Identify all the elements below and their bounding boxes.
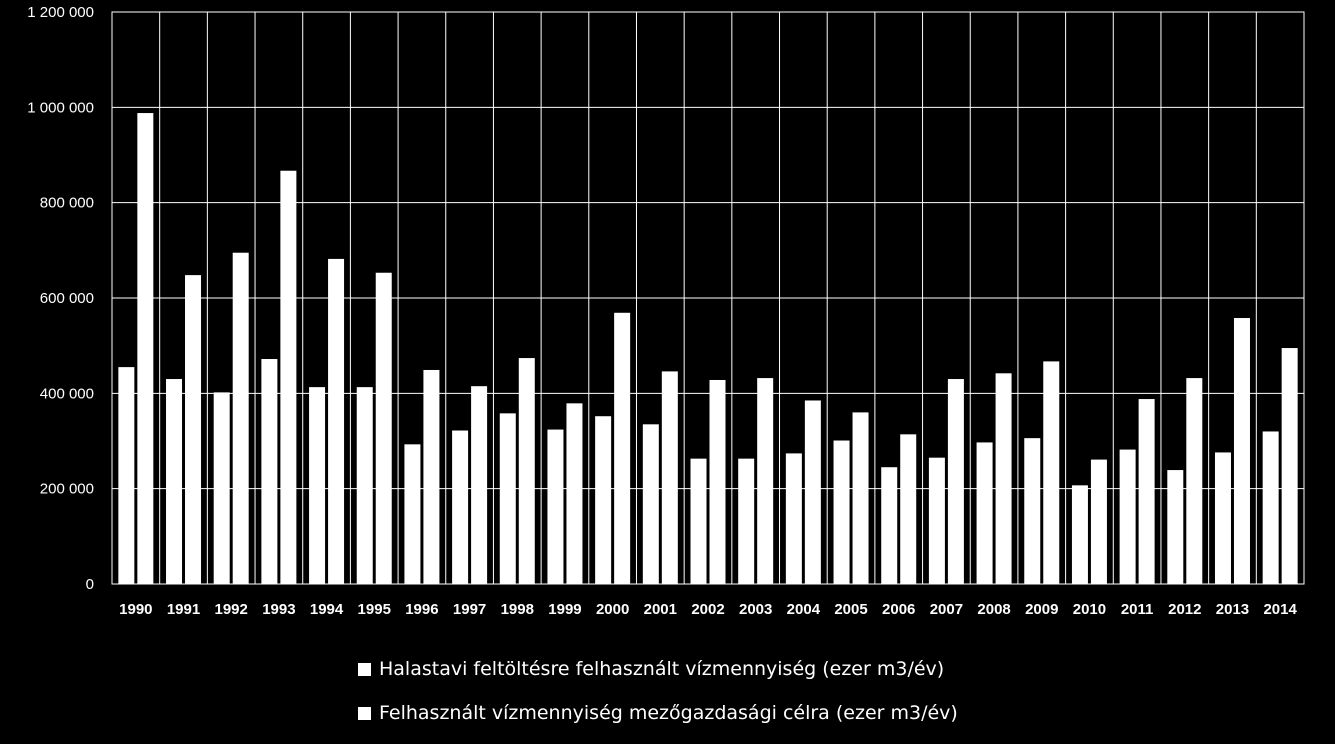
bar-mezogazdasagi-2013 — [1233, 318, 1250, 584]
x-axis-tick-labels: 1990 1991 1992 1993 1994 1995 1996 1997 1998 1999… — [119, 601, 1297, 618]
x-tick-label: 2002 — [691, 601, 724, 618]
bar-mezogazdasagi-1992 — [232, 252, 249, 584]
y-tick-label: 1 200 000 — [27, 4, 94, 21]
x-tick-label: 2012 — [1168, 601, 1201, 618]
bar-halastavi-2004 — [785, 453, 802, 584]
bar-halastavi-1993 — [261, 359, 278, 584]
bar-halastavi-2012 — [1167, 470, 1184, 584]
bar-halastavi-2002 — [690, 458, 707, 584]
y-tick-label: 0 — [86, 576, 94, 593]
bar-mezogazdasagi-2006 — [900, 434, 917, 584]
bar-halastavi-2008 — [976, 442, 993, 584]
bar-halastavi-2007 — [928, 457, 945, 584]
x-tick-label: 1996 — [405, 601, 438, 618]
x-tick-label: 2010 — [1073, 601, 1106, 618]
x-tick-label: 2001 — [644, 601, 677, 618]
bar-mezogazdasagi-2008 — [995, 373, 1012, 584]
bar-mezogazdasagi-2011 — [1138, 399, 1155, 584]
bar-halastavi-1991 — [166, 379, 183, 584]
x-tick-label: 1992 — [215, 601, 248, 618]
bar-mezogazdasagi-2007 — [947, 379, 964, 584]
bar-halastavi-2011 — [1119, 449, 1136, 584]
bar-halastavi-1990 — [118, 367, 135, 584]
bar-halastavi-2003 — [738, 458, 755, 584]
bar-mezogazdasagi-1997 — [471, 386, 488, 584]
x-tick-label: 1994 — [310, 601, 344, 618]
bar-halastavi-1998 — [499, 413, 516, 584]
x-tick-label: 2014 — [1263, 601, 1297, 618]
bar-mezogazdasagi-2004 — [804, 400, 821, 584]
legend-swatch — [358, 706, 371, 720]
x-tick-label: 1998 — [501, 601, 534, 618]
bars — [118, 113, 1298, 585]
bar-mezogazdasagi-2012 — [1186, 378, 1203, 584]
bar-mezogazdasagi-2001 — [661, 371, 678, 584]
bar-halastavi-2001 — [642, 424, 659, 584]
bar-halastavi-2000 — [595, 416, 612, 584]
bar-mezogazdasagi-2005 — [852, 412, 869, 584]
x-tick-label: 1997 — [453, 601, 486, 618]
x-tick-label: 2004 — [787, 601, 821, 618]
bar-mezogazdasagi-1996 — [423, 369, 440, 584]
x-tick-label: 1991 — [167, 601, 200, 618]
legend-label: Felhasznált vízmennyiség mezőgazdasági c… — [379, 702, 958, 724]
legend-item-mezogazdasagi: Felhasznált vízmennyiség mezőgazdasági c… — [358, 702, 958, 724]
y-tick-label: 200 000 — [40, 481, 94, 498]
legend-label: Halastavi feltöltésre felhasznált vízmen… — [379, 658, 945, 680]
bar-halastavi-2013 — [1214, 452, 1231, 584]
bar-mezogazdasagi-2002 — [709, 379, 726, 584]
bar-mezogazdasagi-1998 — [518, 358, 535, 584]
x-tick-label: 2005 — [834, 601, 867, 618]
y-axis-tick-labels: 0 200 000 400 000 600 000 800 000 1 000 000 1 … — [27, 4, 94, 593]
bar-halastavi-1997 — [452, 430, 469, 584]
bar-halastavi-2009 — [1024, 438, 1041, 584]
x-tick-label: 2009 — [1025, 601, 1058, 618]
x-tick-label: 2011 — [1121, 601, 1154, 618]
x-tick-label: 2013 — [1216, 601, 1249, 618]
x-tick-label: 2006 — [882, 601, 915, 618]
bar-halastavi-1996 — [404, 444, 421, 584]
bar-mezogazdasagi-1990 — [137, 113, 154, 584]
legend-swatch — [358, 662, 371, 676]
bar-halastavi-2014 — [1262, 431, 1279, 584]
bar-halastavi-2005 — [833, 440, 850, 584]
bar-mezogazdasagi-1995 — [375, 272, 392, 584]
legend-item-halastavi: Halastavi feltöltésre felhasznált vízmen… — [358, 658, 944, 680]
bar-mezogazdasagi-2009 — [1043, 361, 1060, 584]
x-tick-label: 1999 — [548, 601, 581, 618]
x-tick-label: 1993 — [262, 601, 295, 618]
x-tick-label: 2008 — [977, 601, 1010, 618]
bar-halastavi-1995 — [356, 387, 373, 584]
bar-mezogazdasagi-1999 — [566, 403, 583, 584]
bar-halastavi-2010 — [1071, 485, 1088, 584]
x-tick-label: 2003 — [739, 601, 772, 618]
y-tick-label: 800 000 — [40, 195, 94, 212]
bar-mezogazdasagi-2000 — [614, 312, 631, 584]
gridlines — [111, 11, 1305, 585]
bar-mezogazdasagi-1991 — [185, 275, 202, 584]
y-tick-label: 600 000 — [40, 290, 94, 307]
bar-halastavi-1999 — [547, 429, 564, 584]
x-tick-label: 1990 — [119, 601, 152, 618]
bar-mezogazdasagi-1993 — [280, 170, 297, 585]
x-tick-label: 2007 — [930, 601, 963, 618]
bar-mezogazdasagi-2010 — [1090, 459, 1107, 584]
bar-halastavi-1992 — [213, 392, 230, 584]
bar-mezogazdasagi-1994 — [328, 258, 345, 584]
y-tick-label: 400 000 — [40, 385, 94, 402]
bar-halastavi-2006 — [881, 467, 898, 584]
bar-halastavi-1994 — [309, 387, 326, 584]
x-tick-label: 2000 — [596, 601, 629, 618]
bar-mezogazdasagi-2014 — [1281, 348, 1298, 584]
bar-mezogazdasagi-2003 — [757, 378, 774, 584]
y-tick-label: 1 000 000 — [27, 99, 94, 116]
x-tick-label: 1995 — [358, 601, 391, 618]
